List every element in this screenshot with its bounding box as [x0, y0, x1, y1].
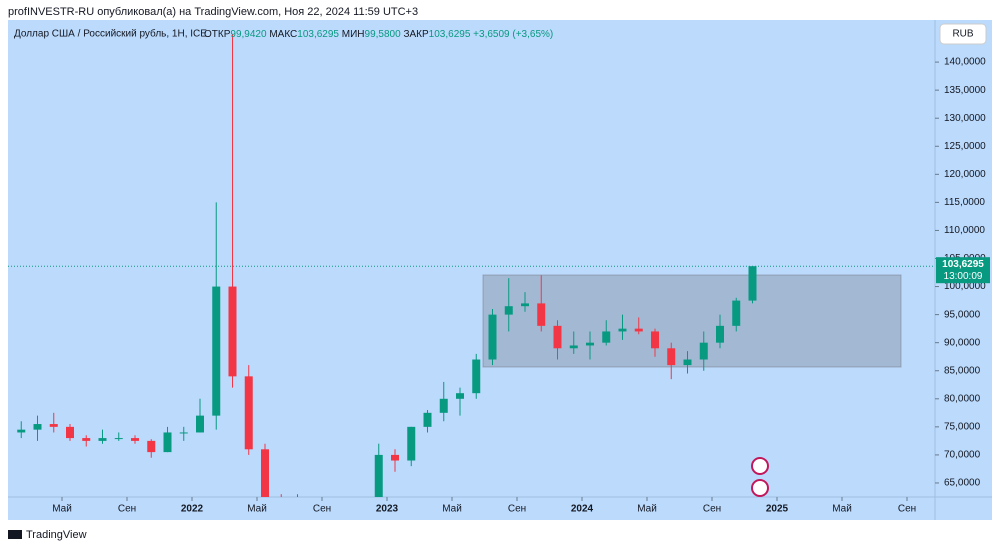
legend-change: +3,6509 (+3,65%): [473, 29, 553, 40]
candle-body: [748, 266, 757, 301]
legend-value: 103,6295: [429, 29, 471, 40]
y-tick-label: 130,0000: [944, 113, 986, 124]
candle-body: [17, 429, 26, 433]
legend-value: 103,6295: [297, 29, 339, 40]
candle-body: [651, 331, 659, 349]
candle-body: [131, 438, 139, 441]
y-tick-label: 80,0000: [944, 393, 981, 404]
y-tick-label: 100,0000: [944, 281, 986, 292]
candle-body: [33, 424, 42, 430]
y-tick-label: 115,0000: [944, 197, 985, 208]
brand-logo: [8, 530, 22, 539]
y-tick-label: 125,0000: [944, 141, 986, 152]
y-tick-label: 135,0000: [944, 85, 986, 96]
candle-body: [586, 342, 594, 346]
range-box: [482, 274, 902, 368]
x-tick-label: Сен: [703, 504, 721, 515]
legend-label: ОТКР: [204, 29, 231, 40]
x-tick-label: Сен: [118, 504, 136, 515]
chart-background: [8, 20, 992, 520]
y-tick-label: 90,0000: [944, 337, 981, 348]
candle-body: [667, 348, 676, 366]
candle-body: [82, 438, 91, 441]
legend-value: 99,5800: [365, 29, 402, 40]
candle-body: [456, 393, 464, 399]
event-icon[interactable]: [751, 457, 769, 475]
legend-value: 99,9420: [230, 29, 267, 40]
candle-body: [147, 440, 156, 453]
y-tick-label: 140,0000: [944, 57, 986, 68]
currency-button[interactable]: [939, 23, 987, 45]
candle-body: [244, 376, 253, 450]
y-tick-label: 75,0000: [944, 421, 981, 432]
y-tick-label: 65,0000: [944, 478, 981, 489]
candle-body: [66, 426, 74, 439]
candle-body: [49, 424, 58, 427]
header: profINVESTR-RU опубликовал(а) на Trading…: [8, 6, 418, 18]
candle-body: [228, 286, 237, 377]
candle-body: [553, 325, 562, 349]
candle-body: [521, 303, 529, 307]
x-tick-label: Май: [637, 504, 657, 515]
x-tick-label: Май: [832, 504, 852, 515]
candle-body: [163, 432, 172, 453]
legend-label: ЗАКР: [403, 29, 429, 40]
x-tick-label: 2025: [766, 504, 789, 515]
y-tick-label: 95,0000: [944, 309, 981, 320]
y-tick-label: 85,0000: [944, 365, 981, 376]
candle-body: [472, 359, 481, 394]
x-tick-label: Май: [442, 504, 462, 515]
candle-body: [391, 454, 399, 461]
legend-label: МАКС: [269, 29, 297, 40]
candle-body: [439, 398, 448, 413]
x-tick-label: Май: [247, 504, 267, 515]
plot: [8, 34, 935, 497]
y-tick-label: 70,0000: [944, 450, 981, 461]
candle-body: [196, 415, 204, 433]
candle-body: [504, 306, 513, 315]
x-tick-label: Май: [52, 504, 72, 515]
x-tick-label: 2024: [571, 504, 594, 515]
countdown: 13:00:09: [944, 271, 983, 282]
legend-title: Доллар США / Российский рубль, 1Н, ICE: [14, 28, 207, 40]
candle-body: [488, 314, 497, 360]
y-tick-label: 110,0000: [944, 225, 985, 236]
candle-body: [98, 438, 107, 441]
candle-body: [114, 438, 123, 440]
candle-body: [569, 345, 578, 349]
legend-values: ОТКР99,9420 МАКС103,6295 МИН99,5800 ЗАКР…: [204, 29, 553, 40]
candle-body: [212, 286, 221, 416]
candle-body: [683, 359, 692, 366]
candle-body: [602, 331, 611, 343]
candle-body: [374, 454, 383, 497]
brand: TradingView: [26, 529, 87, 541]
candle-body: [634, 328, 643, 332]
candle-body: [261, 449, 269, 497]
flag-icon[interactable]: [751, 479, 769, 497]
candle-body: [618, 328, 627, 332]
y-tick-label: 120,0000: [944, 169, 986, 180]
candle-body: [732, 300, 741, 326]
candle-body: [407, 426, 416, 461]
candle-body: [716, 325, 724, 343]
last-price-label: 103,6295: [942, 259, 984, 270]
last-price-box: [936, 257, 990, 284]
x-tick-label: Сен: [313, 504, 331, 515]
x-tick-label: 2022: [181, 504, 204, 515]
currency[interactable]: RUB: [952, 29, 973, 40]
candle-body: [699, 342, 708, 360]
candle-body: [537, 303, 546, 326]
x-tick-label: Сен: [508, 504, 526, 515]
x-tick-label: Сен: [898, 504, 916, 515]
candle-body: [423, 412, 432, 427]
x-tick-label: 2023: [376, 504, 399, 515]
legend-label: МИН: [342, 29, 365, 40]
candle-body: [179, 432, 188, 434]
